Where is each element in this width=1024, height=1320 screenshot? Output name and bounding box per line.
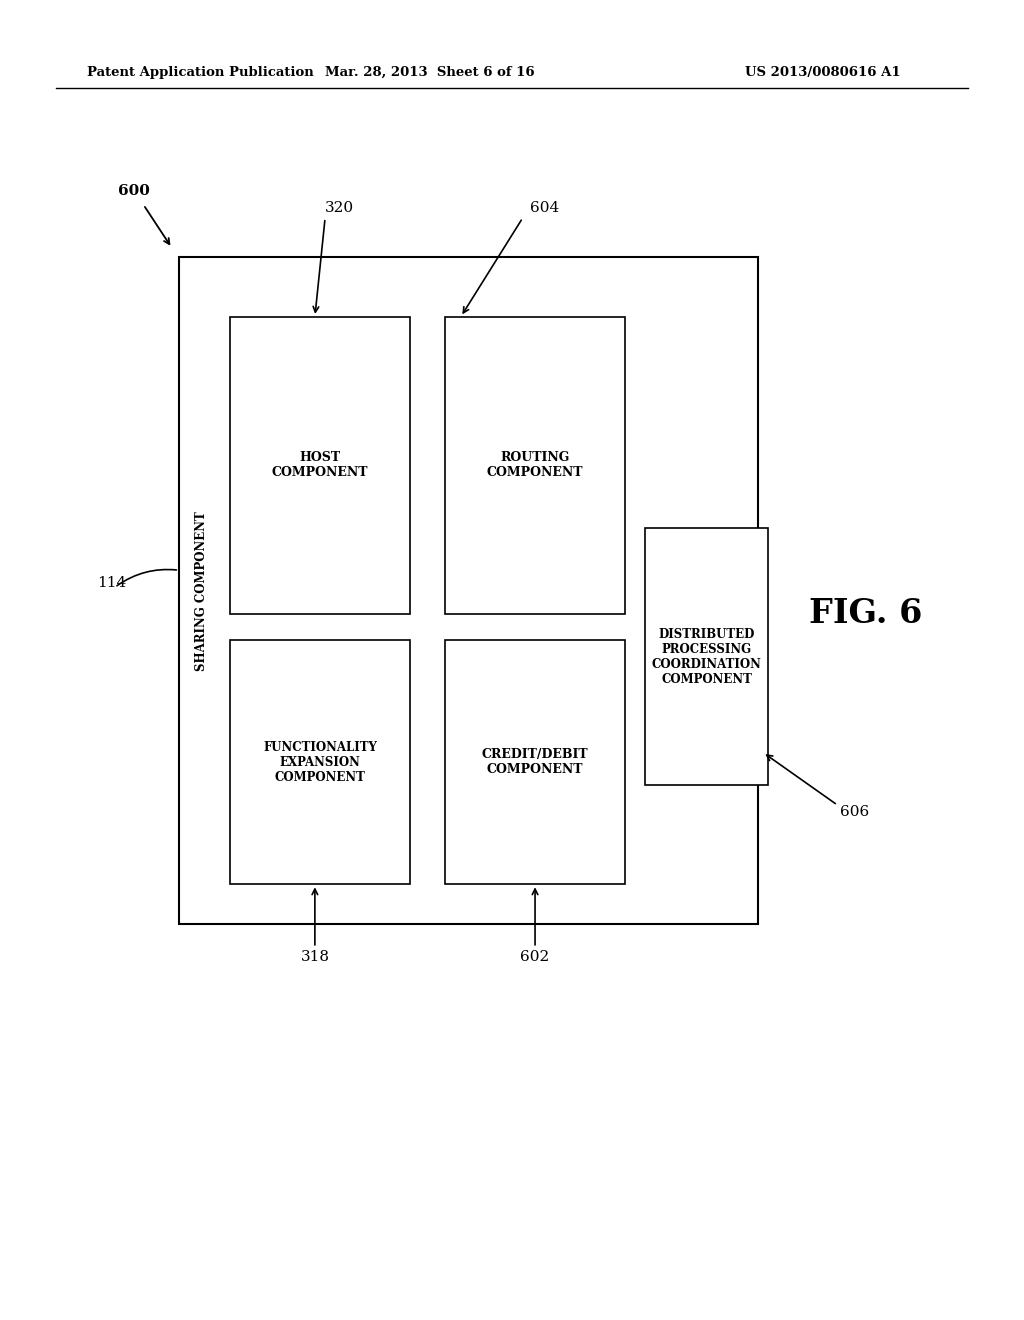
Text: 600: 600 (118, 185, 150, 198)
Text: ROUTING
COMPONENT: ROUTING COMPONENT (486, 451, 584, 479)
Text: 604: 604 (530, 201, 559, 215)
Text: 602: 602 (520, 950, 550, 965)
Bar (230, 640, 410, 884)
Bar (445, 640, 625, 884)
Bar (445, 317, 625, 614)
Bar (230, 317, 410, 614)
Text: CREDIT/DEBIT
COMPONENT: CREDIT/DEBIT COMPONENT (481, 748, 589, 776)
Text: 320: 320 (326, 201, 354, 215)
Text: 114: 114 (97, 577, 127, 590)
Text: 606: 606 (840, 805, 869, 818)
Bar (179, 257, 758, 924)
Text: Patent Application Publication: Patent Application Publication (87, 66, 313, 79)
Bar (645, 528, 768, 785)
Text: FUNCTIONALITY
EXPANSION
COMPONENT: FUNCTIONALITY EXPANSION COMPONENT (263, 741, 377, 784)
Text: DISTRIBUTED
PROCESSING
COORDINATION
COMPONENT: DISTRIBUTED PROCESSING COORDINATION COMP… (651, 628, 762, 685)
Text: SHARING COMPONENT: SHARING COMPONENT (196, 511, 208, 671)
Text: FIG. 6: FIG. 6 (809, 597, 922, 630)
Text: 318: 318 (300, 950, 330, 965)
Text: HOST
COMPONENT: HOST COMPONENT (271, 451, 369, 479)
Text: Mar. 28, 2013  Sheet 6 of 16: Mar. 28, 2013 Sheet 6 of 16 (326, 66, 535, 79)
Text: US 2013/0080616 A1: US 2013/0080616 A1 (745, 66, 901, 79)
